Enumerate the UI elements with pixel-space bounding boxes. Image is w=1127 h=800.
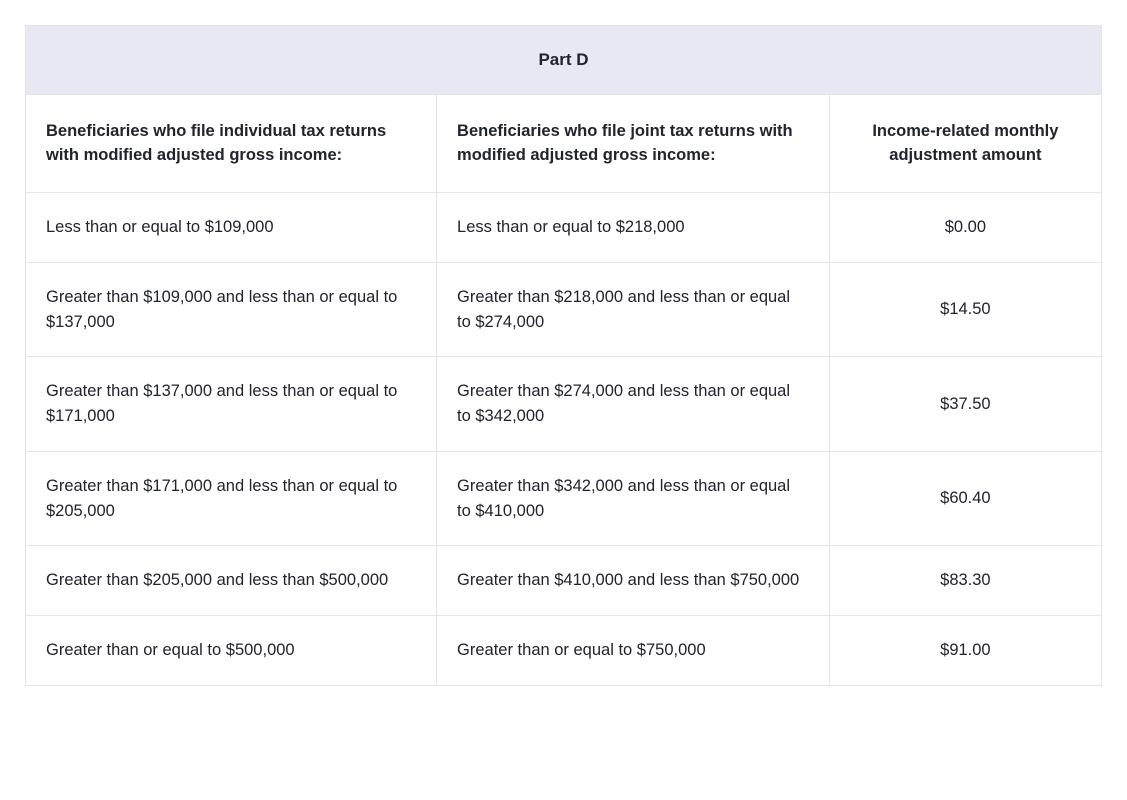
table-cell-joint: Less than or equal to $218,000 <box>436 192 830 263</box>
column-header-adjustment: Income-related monthly adjustment amount <box>828 93 1103 193</box>
table-cell-amount: $14.50 <box>828 261 1103 358</box>
table-cell-individual: Greater than $205,000 and less than $500… <box>24 545 438 616</box>
part-d-irmaa-table: Part D Beneficiaries who file individual… <box>24 25 1103 686</box>
table-cell-joint: Greater than or equal to $750,000 <box>436 615 830 686</box>
table-row: Greater than $137,000 and less than or e… <box>24 356 1103 452</box>
table-cell-joint: Greater than $410,000 and less than $750… <box>436 545 830 616</box>
table-cell-individual: Greater than $137,000 and less than or e… <box>24 356 438 452</box>
column-header-individual: Beneficiaries who file individual tax re… <box>24 93 438 193</box>
table-cell-individual: Greater than $171,000 and less than or e… <box>24 450 438 547</box>
table-row: Greater than $171,000 and less than or e… <box>24 450 1103 547</box>
column-header-row: Beneficiaries who file individual tax re… <box>24 93 1103 193</box>
table-cell-amount: $83.30 <box>828 545 1103 616</box>
table-cell-joint: Greater than $342,000 and less than or e… <box>436 450 830 547</box>
table-title-row: Part D <box>25 25 1102 95</box>
table-cell-amount: $0.00 <box>828 192 1103 263</box>
table-row: Greater than $109,000 and less than or e… <box>24 261 1103 358</box>
table-cell-joint: Greater than $218,000 and less than or e… <box>436 261 830 358</box>
table-cell-amount: $60.40 <box>828 450 1103 547</box>
table-row: Greater than $205,000 and less than $500… <box>24 545 1103 616</box>
table-row: Greater than or equal to $500,000 Greate… <box>24 615 1103 686</box>
table-cell-individual: Less than or equal to $109,000 <box>24 192 438 263</box>
table-cell-amount: $91.00 <box>828 615 1103 686</box>
table-cell-individual: Greater than $109,000 and less than or e… <box>24 261 438 358</box>
table-cell-individual: Greater than or equal to $500,000 <box>24 615 438 686</box>
column-header-joint: Beneficiaries who file joint tax returns… <box>436 93 830 193</box>
table-row: Less than or equal to $109,000 Less than… <box>24 192 1103 263</box>
table-cell-joint: Greater than $274,000 and less than or e… <box>436 356 830 452</box>
table-cell-amount: $37.50 <box>828 356 1103 452</box>
table-title: Part D <box>25 25 1102 95</box>
